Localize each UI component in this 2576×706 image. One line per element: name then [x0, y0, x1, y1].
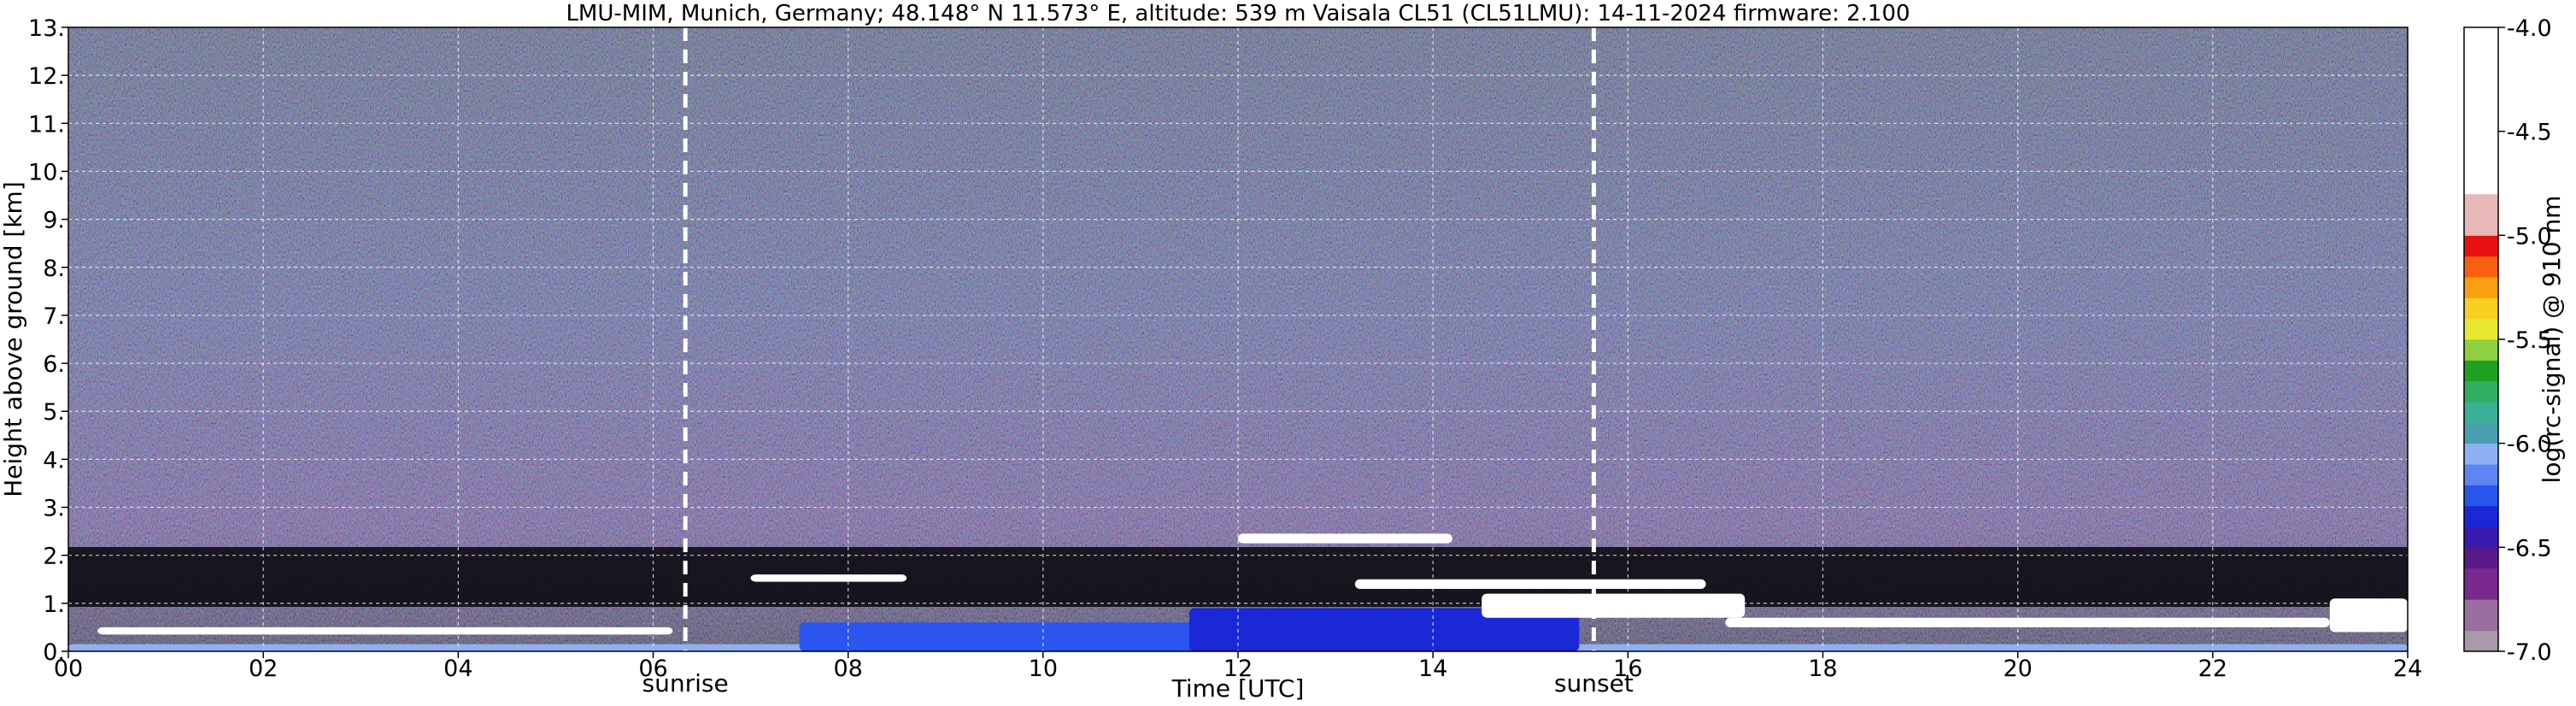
x-tick-label: 24 — [2393, 656, 2422, 682]
y-tick-label: 1. — [43, 591, 65, 618]
x-axis-label: Time [UTC] — [1171, 674, 1305, 703]
event-label-sunrise: sunrise — [643, 669, 729, 697]
colorbar-segment — [2464, 599, 2498, 632]
colorbar — [2464, 27, 2498, 652]
y-tick-label: 6. — [43, 351, 65, 378]
colorbar-segment — [2464, 630, 2498, 652]
signal-layer — [1482, 593, 1746, 618]
signal-layer — [750, 574, 907, 582]
x-tick-label: 04 — [443, 656, 472, 682]
signal-layer — [1725, 617, 2330, 627]
colorbar-label: log(rc-signal) @ 910 nm — [2538, 196, 2566, 484]
signal-layer — [1354, 579, 1706, 589]
colorbar-segment — [2464, 422, 2498, 444]
colorbar-segment — [2464, 318, 2498, 340]
y-tick-label: 10. — [28, 159, 65, 185]
colorbar-segment — [2464, 527, 2498, 548]
x-tick-label: 16 — [1613, 656, 1642, 682]
x-tick-label: 18 — [1808, 656, 1837, 682]
colorbar-segment — [2464, 464, 2498, 485]
colorbar-tick-label: -7.0 — [2507, 639, 2552, 666]
colorbar-segment — [2464, 547, 2498, 569]
colorbar-segment — [2464, 193, 2498, 236]
colorbar-segment — [2464, 380, 2498, 403]
colorbar-tick-label: -5.5 — [2507, 327, 2552, 354]
x-tick-label: 02 — [249, 656, 278, 682]
x-tick-label: 14 — [1418, 656, 1447, 682]
colorbar-segment — [2464, 256, 2498, 278]
colorbar-segment — [2464, 297, 2498, 320]
x-tick-label: 10 — [1029, 656, 1058, 682]
signal-layer — [2329, 598, 2408, 632]
signal-layer — [1188, 608, 1580, 651]
signal-layer — [1238, 533, 1452, 544]
event-label-sunset: sunset — [1554, 669, 1634, 697]
colorbar-tick-label: -4.5 — [2507, 120, 2552, 146]
y-tick-label: 11. — [28, 111, 65, 138]
colorbar-tick-label: -6.0 — [2507, 432, 2552, 458]
colorbar-tick-label: -5.0 — [2507, 223, 2552, 250]
y-tick-label: 0. — [43, 639, 65, 666]
colorbar-segment — [2464, 568, 2498, 600]
y-tick-label: 4. — [43, 447, 65, 474]
x-tick-label: 06 — [638, 656, 667, 682]
colorbar-segment — [2464, 277, 2498, 298]
y-tick-label: 8. — [43, 256, 65, 282]
chart-title: LMU-MIM, Munich, Germany; 48.148° N 11.5… — [566, 1, 1910, 26]
y-tick-label: 12. — [28, 63, 65, 90]
y-tick-label: 2. — [43, 544, 65, 570]
colorbar-segment — [2464, 443, 2498, 465]
colorbar-tick-label: -6.5 — [2507, 535, 2552, 562]
x-tick-label: 12 — [1223, 656, 1253, 682]
colorbar-tick-label: -4.0 — [2507, 15, 2552, 42]
y-tick-label: 7. — [43, 303, 65, 330]
x-tick-label: 20 — [2003, 656, 2032, 682]
colorbar-segment — [2464, 505, 2498, 527]
signal-layer — [97, 627, 673, 635]
x-tick-label: 08 — [833, 656, 862, 682]
colorbar-segment — [2464, 235, 2498, 257]
y-tick-label: 5. — [43, 399, 65, 426]
colorbar-segment — [2464, 339, 2498, 361]
colorbar-segment — [2464, 402, 2498, 423]
y-axis-label: Height above ground [km] — [0, 181, 27, 497]
x-tick-label: 00 — [54, 656, 83, 682]
x-tick-label: 22 — [2198, 656, 2227, 682]
y-tick-label: 9. — [43, 208, 65, 234]
colorbar-segment — [2464, 485, 2498, 507]
plot-area — [68, 27, 2408, 651]
y-tick-label: 13. — [28, 15, 65, 42]
colorbar-segment — [2464, 360, 2498, 382]
colorbar-segment — [2464, 27, 2498, 195]
y-tick-label: 3. — [43, 496, 65, 522]
